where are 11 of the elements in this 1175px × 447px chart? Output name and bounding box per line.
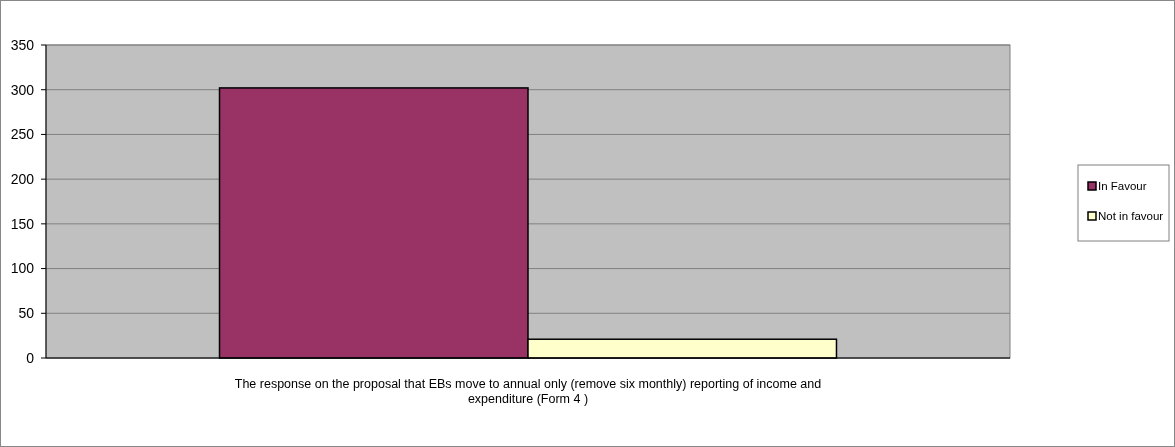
x-tick-label: The response on the proposal that EBs move to annual only (remove six monthly) reporting of income and expenditure (Form 4 ) (234, 377, 822, 406)
y-tick-label: 200 (10, 171, 35, 188)
y-tick-label: 150 (10, 215, 35, 232)
y-tick-label: 50 (18, 305, 35, 322)
y-tick-label: 100 (10, 260, 35, 277)
y-tick-label: 300 (10, 81, 35, 98)
y-tick-label: 250 (10, 126, 35, 143)
y-tick-label: 0 (26, 349, 35, 366)
legend-label: In Favour (1098, 180, 1147, 193)
y-tick-label: 350 (10, 36, 35, 53)
legend-label: Not in favour (1098, 210, 1164, 223)
